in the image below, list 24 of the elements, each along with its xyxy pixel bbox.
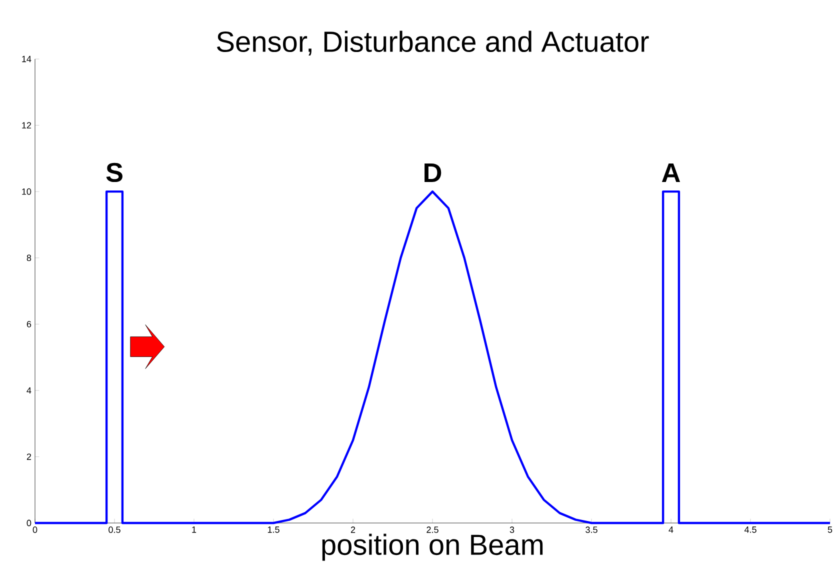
y-tick-label: 8	[26, 254, 32, 262]
x-tick-label: 2.5	[426, 526, 438, 533]
x-tick-label: 0	[32, 526, 38, 533]
annotation: S	[106, 162, 122, 182]
x-tick-label: 2	[350, 526, 356, 533]
x-tick-label: 1.5	[268, 526, 280, 533]
x-tick-label: 5	[828, 526, 832, 533]
annotation: A	[662, 163, 680, 182]
annotation: D	[424, 163, 442, 182]
y-tick-label: 10	[22, 188, 32, 195]
y-tick-label: 2	[26, 454, 32, 460]
chart-title: Sensor, Disturbance and Actuator	[217, 30, 649, 56]
y-tick-label: 12	[22, 122, 32, 128]
y-tick-label: 14	[22, 56, 32, 62]
x-tick-label: 3.5	[586, 526, 598, 533]
x-tick-label: 1	[192, 526, 196, 533]
x-tick-label: 4.5	[744, 526, 756, 533]
y-tick-label: 6	[26, 320, 32, 328]
y-tick-label: 0	[26, 520, 32, 526]
x-tick-label: 4	[668, 526, 674, 533]
y-tick-label: 4	[26, 387, 32, 394]
x-tick-label: 0.5	[108, 526, 120, 533]
x-axis-title: position on Beam	[322, 534, 543, 561]
x-tick-label: 3	[510, 526, 514, 533]
